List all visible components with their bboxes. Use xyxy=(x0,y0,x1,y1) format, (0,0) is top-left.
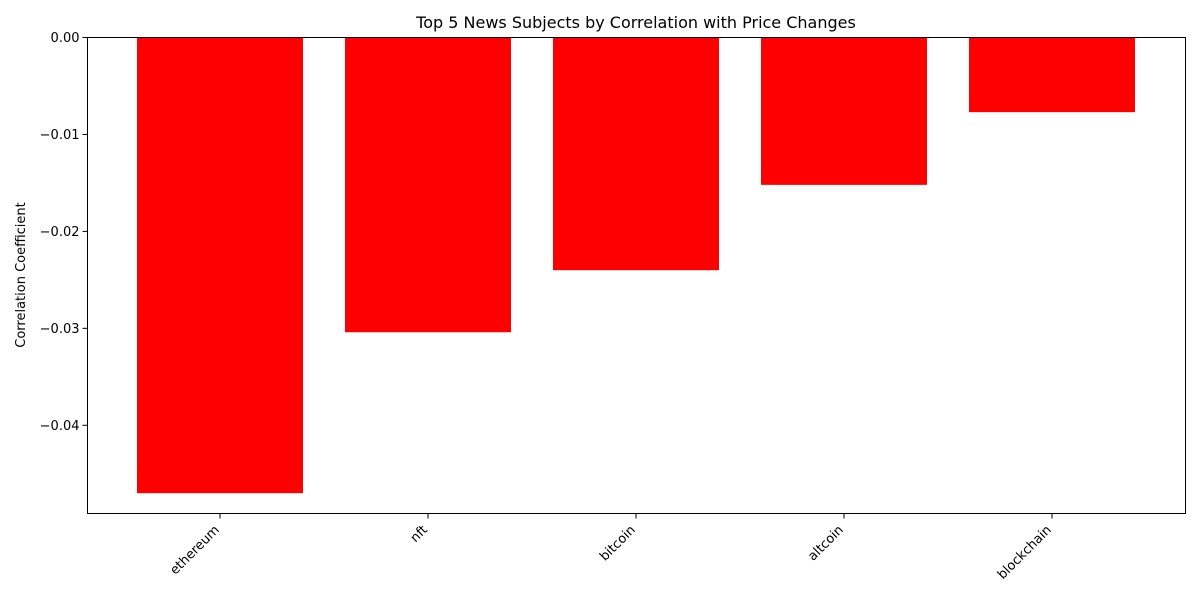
x-tick-label-ethereum: ethereum xyxy=(167,523,222,578)
y-tick-label: −0.01 xyxy=(40,128,80,143)
y-tick-label: −0.02 xyxy=(40,225,80,240)
y-axis-label: Correlation Coefficient xyxy=(14,202,29,348)
bar-nft xyxy=(345,37,511,333)
chart-title: Top 5 News Subjects by Correlation with … xyxy=(415,13,856,32)
y-axis: 0.00 −0.01 −0.02 −0.03 −0.04 xyxy=(40,31,88,434)
plot-frame xyxy=(87,37,1186,514)
x-axis: ethereum nft bitcoin altcoin blockchain xyxy=(167,513,1055,583)
x-tick-label-nft: nft xyxy=(408,523,431,546)
x-tick-label-blockchain: blockchain xyxy=(995,523,1055,583)
y-tick-label: −0.03 xyxy=(40,322,80,337)
bars-layer xyxy=(137,37,1135,494)
bar-bitcoin xyxy=(553,37,719,271)
bar-altcoin xyxy=(761,37,927,185)
x-tick-label-altcoin: altcoin xyxy=(805,523,846,564)
y-tick-label: 0.00 xyxy=(51,31,80,46)
x-tick-label-bitcoin: bitcoin xyxy=(597,523,639,565)
bar-blockchain xyxy=(969,37,1135,113)
bar-ethereum xyxy=(137,37,303,494)
y-tick-label: −0.04 xyxy=(40,419,80,434)
